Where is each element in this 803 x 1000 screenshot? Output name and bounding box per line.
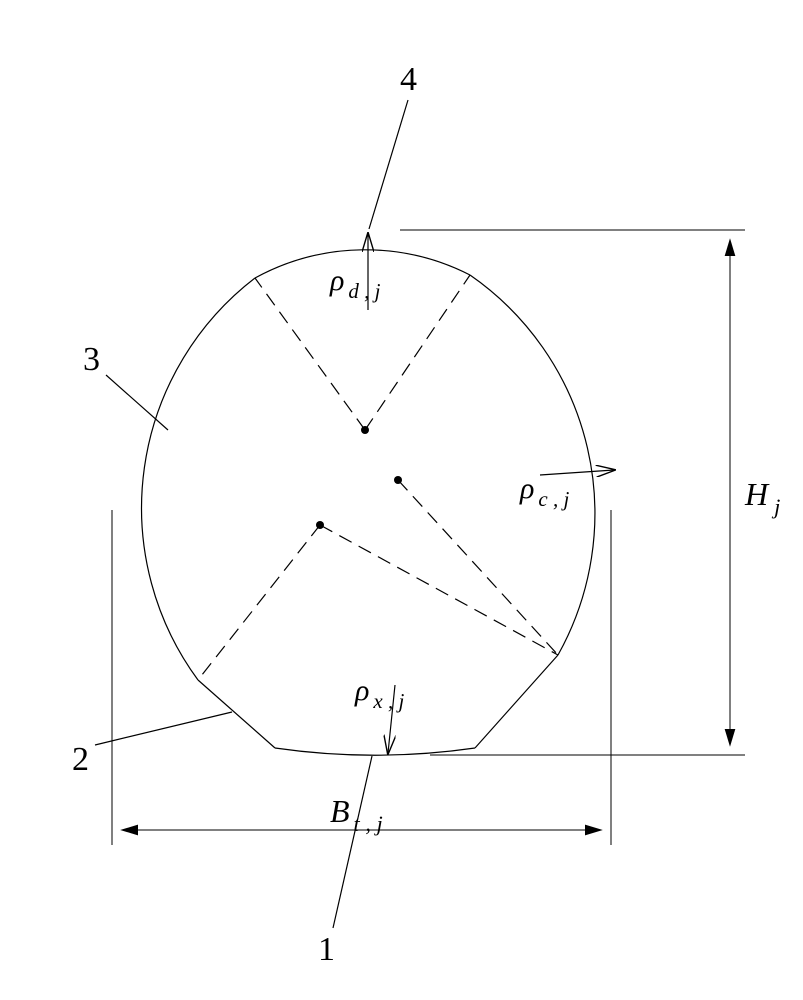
rho-x-label: ρx , j: [354, 674, 404, 713]
flank-right: [475, 655, 558, 748]
callout-1: 1: [318, 931, 335, 968]
arc-side-left: [142, 278, 255, 680]
arc-side-right: [470, 275, 595, 655]
flank-left: [198, 680, 275, 748]
dim-H-label: Hj: [744, 476, 780, 519]
callout-2: 2: [72, 741, 89, 778]
callout-3: 3: [83, 341, 100, 378]
diagram-canvas: ρd , j ρc , j ρx , j 4 3 2 1 Hj Bt ,: [0, 0, 803, 1000]
arc-bottom: [275, 748, 475, 755]
center-points: [316, 426, 402, 529]
rho-arrows: [368, 234, 614, 753]
rho-d-label: ρd , j: [329, 264, 381, 303]
construction-dashed: [198, 275, 558, 680]
callout-4: 4: [400, 61, 417, 98]
arc-top: [255, 250, 470, 278]
dimension-H: Hj: [400, 230, 780, 755]
rho-labels: ρd , j ρc , j ρx , j: [329, 264, 569, 713]
rho-c-arrow: [540, 470, 614, 475]
rho-c-label: ρc , j: [519, 472, 569, 511]
